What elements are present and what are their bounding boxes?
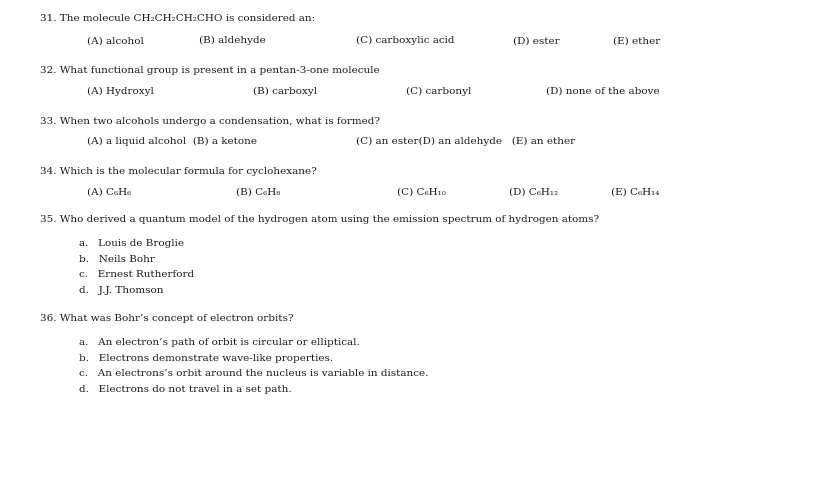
Text: (B) aldehyde: (B) aldehyde <box>198 36 265 45</box>
Text: d.   Electrons do not travel in a set path.: d. Electrons do not travel in a set path… <box>79 385 291 394</box>
Text: (C) C₆H₁₀: (C) C₆H₁₀ <box>397 187 446 196</box>
Text: c.   An electrons’s orbit around the nucleus is variable in distance.: c. An electrons’s orbit around the nucle… <box>79 369 428 378</box>
Text: (A) alcohol: (A) alcohol <box>87 36 144 45</box>
Text: a.   An electron’s path of orbit is circular or elliptical.: a. An electron’s path of orbit is circul… <box>79 338 359 347</box>
Text: 32. What functional group is present in a pentan-3-one molecule: 32. What functional group is present in … <box>40 66 379 75</box>
Text: 31. The molecule CH₂CH₂CH₂CHO is considered an:: 31. The molecule CH₂CH₂CH₂CHO is conside… <box>40 14 314 23</box>
Text: (C) an ester(D) an aldehyde   (E) an ether: (C) an ester(D) an aldehyde (E) an ether <box>356 137 575 146</box>
Text: 33. When two alcohols undergo a condensation, what is formed?: 33. When two alcohols undergo a condensa… <box>40 117 380 126</box>
Text: (D) C₆H₁₂: (D) C₆H₁₂ <box>509 187 557 196</box>
Text: 35. Who derived a quantum model of the hydrogen atom using the emission spectrum: 35. Who derived a quantum model of the h… <box>40 215 598 224</box>
Text: (A) Hydroxyl: (A) Hydroxyl <box>87 87 154 96</box>
Text: b.   Electrons demonstrate wave-like properties.: b. Electrons demonstrate wave-like prope… <box>79 354 332 363</box>
Text: 34. Which is the molecular formula for cyclohexane?: 34. Which is the molecular formula for c… <box>40 167 316 176</box>
Text: 36. What was Bohr’s concept of electron orbits?: 36. What was Bohr’s concept of electron … <box>40 314 293 323</box>
Text: (D) ester: (D) ester <box>513 36 559 45</box>
Text: (A) a liquid alcohol  (B) a ketone: (A) a liquid alcohol (B) a ketone <box>87 137 256 146</box>
Text: a.   Louis de Broglie: a. Louis de Broglie <box>79 239 184 248</box>
Text: (D) none of the above: (D) none of the above <box>546 87 659 96</box>
Text: (A) C₆H₆: (A) C₆H₆ <box>87 187 131 196</box>
Text: b.   Neils Bohr: b. Neils Bohr <box>79 255 155 264</box>
Text: (B) C₆H₈: (B) C₆H₈ <box>236 187 280 196</box>
Text: (C) carbonyl: (C) carbonyl <box>405 87 471 96</box>
Text: (B) carboxyl: (B) carboxyl <box>252 87 316 96</box>
Text: (E) C₆H₁₄: (E) C₆H₁₄ <box>610 187 658 196</box>
Text: c.   Ernest Rutherford: c. Ernest Rutherford <box>79 270 194 279</box>
Text: d.   J.J. Thomson: d. J.J. Thomson <box>79 286 163 295</box>
Text: (C) carboxylic acid: (C) carboxylic acid <box>356 36 454 45</box>
Text: (E) ether: (E) ether <box>612 36 659 45</box>
